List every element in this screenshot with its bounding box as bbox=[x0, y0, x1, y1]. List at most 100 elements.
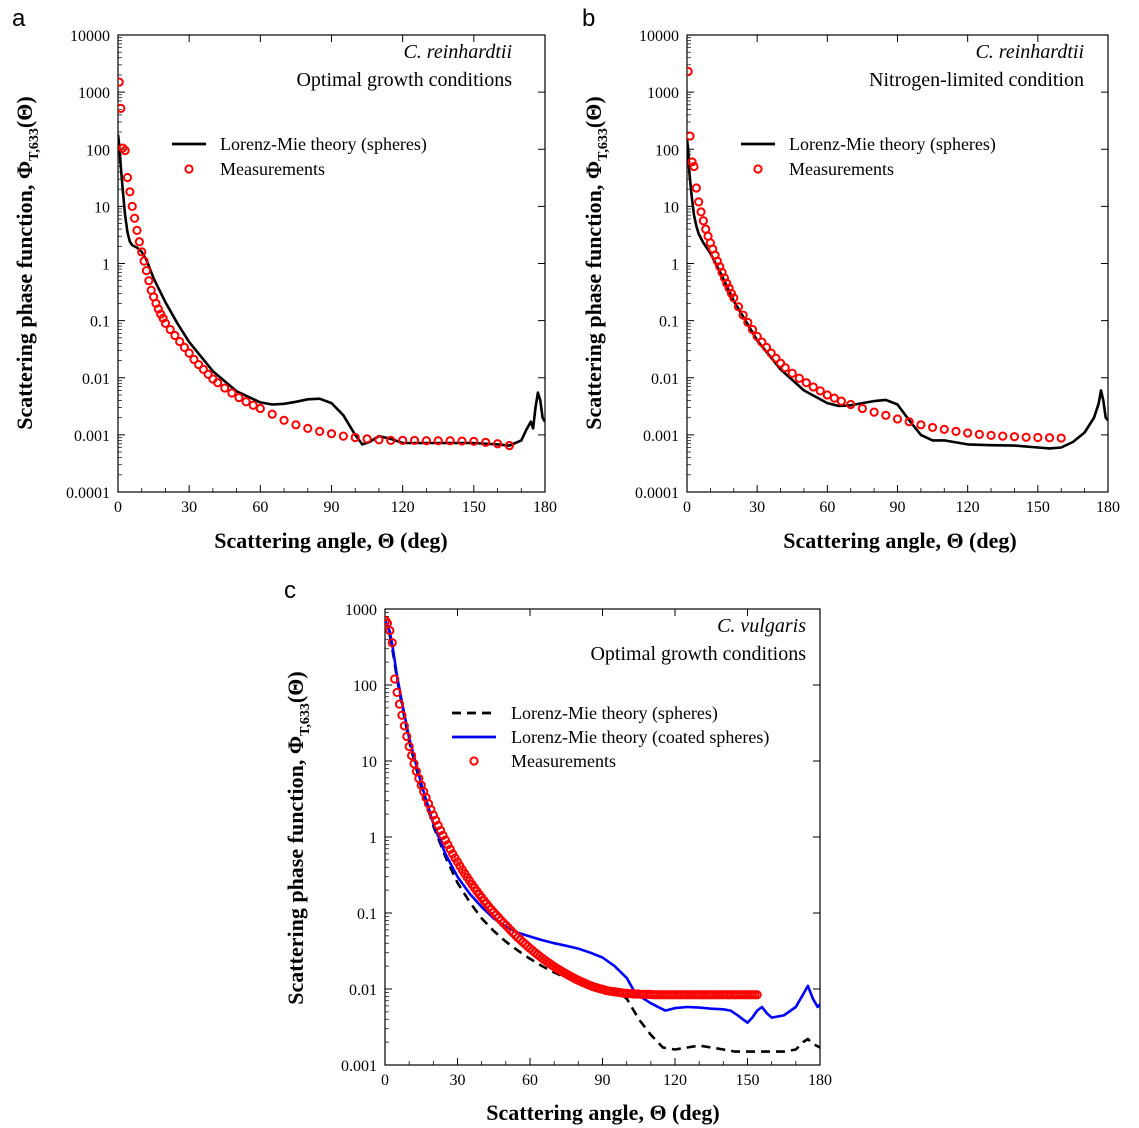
series-line-lorenz-mie-theory-spheres bbox=[687, 139, 1108, 450]
measurement-point bbox=[729, 293, 739, 303]
measurement-point bbox=[440, 835, 451, 845]
measurement-point bbox=[139, 256, 149, 266]
measurement-point bbox=[904, 417, 914, 427]
measurement-point bbox=[198, 364, 208, 375]
plot-area bbox=[118, 77, 545, 451]
measurement-point bbox=[457, 436, 467, 446]
y-axis-title-main: Scattering phase function, Φ bbox=[581, 161, 606, 430]
y-tick-label: 0.01 bbox=[651, 371, 679, 388]
x-tick-label: 150 bbox=[736, 1072, 760, 1089]
x-tick-label: 60 bbox=[522, 1072, 538, 1089]
y-tick-label: 100 bbox=[655, 142, 679, 159]
measurement-point bbox=[752, 990, 762, 1000]
measurement-point bbox=[387, 638, 397, 648]
measurement-point bbox=[787, 368, 797, 378]
panel-letter: c bbox=[284, 577, 296, 604]
measurement-point bbox=[394, 699, 405, 709]
measurement-point bbox=[326, 429, 337, 439]
legend-label: Measurements bbox=[511, 751, 616, 771]
measurement-point bbox=[687, 66, 693, 77]
x-tick-label: 120 bbox=[956, 499, 980, 516]
annotation-species: C. vulgaris bbox=[717, 615, 806, 637]
y-tick-label: 10000 bbox=[639, 28, 679, 45]
chart-panel-c: c 0 30 60 90 120 150 180 0.001 0.01 0.1 1 10 100 1000 S… bbox=[283, 577, 832, 1125]
series-measurements bbox=[687, 66, 1066, 443]
measurement-point bbox=[963, 428, 973, 438]
measurement-point bbox=[362, 434, 372, 444]
measurement-point bbox=[241, 397, 251, 407]
measurement-point bbox=[857, 403, 868, 414]
measurement-point bbox=[213, 378, 223, 388]
y-axis-title: Scattering phase function, ΦT,633(Θ) bbox=[12, 96, 42, 429]
x-tick-label: 90 bbox=[890, 499, 906, 516]
legend-label: Lorenz-Mie theory (spheres) bbox=[511, 703, 718, 724]
y-tick-label: 0.1 bbox=[659, 314, 679, 331]
x-tick-label: 180 bbox=[533, 499, 557, 516]
y-tick-label: 1000 bbox=[647, 85, 679, 102]
measurement-point bbox=[738, 310, 748, 320]
measurement-point bbox=[733, 302, 744, 312]
y-tick-label: 0.01 bbox=[349, 982, 377, 999]
measurement-point bbox=[701, 224, 711, 234]
measurement-point bbox=[504, 440, 515, 451]
y-axis-title-tail: (Θ) bbox=[12, 96, 37, 128]
y-tick-label: 1000 bbox=[345, 602, 377, 619]
x-tick-label: 30 bbox=[749, 499, 765, 516]
y-tick-label: 100 bbox=[86, 142, 110, 159]
y-axis-title: Scattering phase function, ΦT,633(Θ) bbox=[283, 671, 313, 1004]
x-tick-label: 30 bbox=[181, 499, 197, 516]
panel-letter: b bbox=[582, 5, 595, 32]
y-tick-label: 1000 bbox=[78, 85, 110, 102]
measurement-point bbox=[386, 435, 396, 446]
y-tick-label: 10 bbox=[663, 199, 679, 216]
y-tick-label: 10000 bbox=[70, 28, 110, 45]
y-tick-label: 0.1 bbox=[90, 314, 110, 331]
measurement-point bbox=[998, 431, 1008, 441]
legend-label: Measurements bbox=[789, 159, 894, 179]
series-measurements bbox=[118, 77, 515, 451]
y-axis-title: Scattering phase function, ΦT,633(Θ) bbox=[581, 96, 611, 429]
measurement-point bbox=[267, 409, 277, 419]
measurement-point bbox=[125, 187, 135, 197]
measurement-point bbox=[801, 378, 811, 388]
measurement-point bbox=[689, 161, 699, 172]
x-tick-label: 0 bbox=[114, 499, 122, 516]
measurement-point bbox=[445, 844, 455, 854]
measurement-point bbox=[127, 201, 137, 211]
measurement-point bbox=[1044, 433, 1055, 443]
annotation-condition: Optimal growth conditions bbox=[296, 69, 512, 91]
chart-panel-b: b 0 30 60 90 120 150 180 0.0001 0.001 0.01 0.1 1 10 10… bbox=[581, 5, 1120, 553]
measurement-point bbox=[160, 318, 171, 328]
measurement-point bbox=[939, 424, 949, 434]
measurement-point bbox=[118, 77, 124, 87]
x-tick-label: 30 bbox=[450, 1072, 466, 1089]
measurement-point bbox=[392, 687, 402, 697]
panel-letter: a bbox=[12, 5, 26, 32]
measurement-point bbox=[390, 674, 400, 684]
measurement-point bbox=[443, 840, 453, 850]
measurement-point bbox=[766, 348, 776, 358]
measurement-point bbox=[175, 336, 185, 347]
measurement-point bbox=[881, 410, 891, 420]
y-tick-label: 0.0001 bbox=[635, 485, 679, 502]
measurement-point bbox=[141, 266, 152, 276]
annotation-condition: Optimal growth conditions bbox=[590, 643, 806, 665]
y-axis-title-tail: (Θ) bbox=[581, 96, 606, 128]
y-tick-label: 1 bbox=[369, 830, 377, 847]
measurement-point bbox=[974, 429, 984, 439]
series-line-lorenz-mie-theory-spheres bbox=[118, 134, 545, 447]
y-axis-title-tail: (Θ) bbox=[283, 671, 308, 703]
measurement-point bbox=[815, 386, 825, 396]
y-axis-title-subscript: T,633 bbox=[298, 703, 313, 736]
legend-marker bbox=[184, 164, 194, 174]
measurement-point bbox=[869, 407, 879, 417]
x-axis-title: Scattering angle, Θ (deg) bbox=[783, 528, 1016, 553]
measurement-point bbox=[722, 278, 732, 288]
y-tick-label: 10 bbox=[94, 199, 110, 216]
measurement-point bbox=[752, 331, 762, 341]
measurement-point bbox=[303, 423, 313, 433]
measurement-point bbox=[255, 403, 265, 414]
y-tick-label: 0.001 bbox=[74, 428, 110, 445]
measurement-point bbox=[279, 415, 289, 425]
